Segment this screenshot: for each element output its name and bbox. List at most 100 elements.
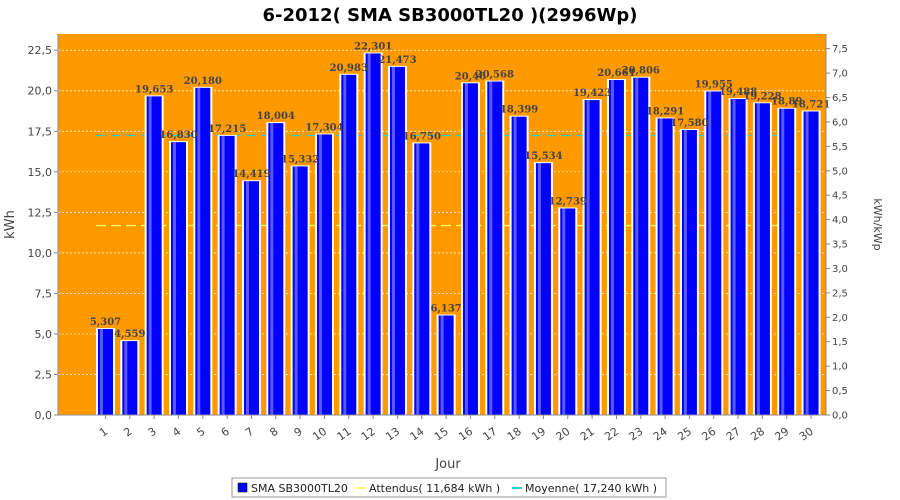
bar-highlight <box>148 96 152 415</box>
y-right-tick-label: 3,0 <box>832 264 848 275</box>
y-right-tick-label: 0,5 <box>832 386 848 397</box>
bar-highlight <box>270 123 274 416</box>
bar <box>243 181 259 415</box>
bar <box>438 315 454 415</box>
bar-highlight <box>659 118 663 415</box>
value-label: 20,983 <box>330 63 368 74</box>
y-right-tick-label: 5,5 <box>832 142 848 153</box>
x-tick-label: 20 <box>554 425 573 444</box>
bar-highlight <box>732 99 736 415</box>
bar-highlight <box>586 100 590 415</box>
bar <box>560 208 576 415</box>
bar-highlight <box>343 74 347 416</box>
x-tick-label: 24 <box>651 425 670 444</box>
x-tick-label: 13 <box>383 425 402 444</box>
value-label: 18,89 <box>771 97 802 108</box>
y-right-tick-label: 1,0 <box>832 362 848 373</box>
bar <box>706 91 722 416</box>
bar <box>122 341 138 415</box>
bar-highlight <box>781 108 785 416</box>
bar <box>195 87 211 415</box>
x-tick-label: 12 <box>359 425 378 444</box>
x-axis-label: Jour <box>434 457 461 472</box>
x-tick-label: 10 <box>310 425 329 444</box>
bar <box>268 123 284 416</box>
bar <box>170 142 186 415</box>
value-label: 16,830 <box>159 130 197 141</box>
legend-label-bars: SMA SB3000TL20 <box>251 482 348 495</box>
bar-highlight <box>489 81 493 415</box>
bar-highlight <box>124 341 128 415</box>
bar-highlight <box>197 87 201 415</box>
y-tick-label: 2,5 <box>35 368 53 381</box>
x-tick-label: 28 <box>748 425 767 444</box>
value-label: 17,215 <box>208 124 246 135</box>
x-tick-label: 8 <box>267 425 280 440</box>
y-tick-label: 12,5 <box>28 206 53 219</box>
value-label: 17,304 <box>305 122 343 133</box>
x-tick-label: 16 <box>456 425 475 444</box>
bar <box>681 129 697 416</box>
bar <box>803 111 819 416</box>
value-label: 21,473 <box>378 55 416 66</box>
x-tick-label: 15 <box>432 425 451 444</box>
x-tick-label: 3 <box>146 425 159 440</box>
value-label: 18,291 <box>646 106 684 117</box>
bar <box>535 163 551 415</box>
y-tick-label: 15,0 <box>28 166 53 179</box>
x-tick-label: 11 <box>335 425 354 444</box>
bar-highlight <box>464 83 468 416</box>
bar <box>292 166 308 415</box>
bar <box>608 80 624 415</box>
x-tick-label: 6 <box>219 425 232 440</box>
bar-highlight <box>391 66 395 415</box>
bar-highlight <box>294 166 298 415</box>
value-label: 16,750 <box>403 131 441 142</box>
y-right-tick-label: 6,0 <box>832 117 848 128</box>
bar <box>389 66 405 415</box>
value-label: 20,180 <box>184 76 222 87</box>
bar-highlight <box>367 53 371 415</box>
y-axis-right: 0,0 0,5 1,0 1,5 2,0 2,5 3,0 3,5 4,0 4,5 5,0 5,5 6,0 6… <box>825 34 848 422</box>
bars <box>96 52 821 416</box>
value-label: 19,653 <box>135 84 173 95</box>
y-tick-label: 17,5 <box>28 125 53 138</box>
x-tick-label: 2 <box>121 425 134 440</box>
bar-highlight <box>708 91 712 416</box>
y-right-tick-label: 1,5 <box>832 337 848 348</box>
y-right-tick-label: 7,5 <box>832 44 848 55</box>
y-right-tick-label: 0,0 <box>832 411 848 422</box>
value-label: 17,580 <box>670 118 708 129</box>
bar <box>487 81 503 415</box>
value-label: 18,004 <box>257 111 295 122</box>
y-right-tick-label: 2,0 <box>832 313 848 324</box>
y-tick-label: 20,0 <box>28 85 53 98</box>
bar-highlight <box>172 142 176 415</box>
value-label: 18,399 <box>500 105 538 116</box>
x-tick-label: 1 <box>97 425 110 440</box>
bar-highlight <box>683 129 687 416</box>
bar <box>146 96 162 415</box>
bar-highlight <box>537 163 541 415</box>
x-tick-label: 9 <box>292 425 305 440</box>
bar <box>414 143 430 416</box>
y-right-tick-label: 7,0 <box>832 69 848 80</box>
x-tick-label: 7 <box>243 425 256 440</box>
x-tick-label: 14 <box>408 425 427 444</box>
x-tick-label: 5 <box>194 425 207 440</box>
bar <box>219 135 235 416</box>
x-tick-label: 25 <box>675 425 694 444</box>
bar-highlight <box>562 208 566 415</box>
value-label: 20,46 <box>455 71 486 82</box>
value-label: 19,488 <box>719 87 757 98</box>
x-tick-label: 17 <box>481 425 500 444</box>
bar <box>730 99 746 415</box>
y-right-tick-label: 4,0 <box>832 215 848 226</box>
legend-swatch-bars <box>237 482 248 493</box>
bar <box>657 118 673 415</box>
bar-highlight <box>440 315 444 415</box>
value-label: 19,955 <box>695 79 733 90</box>
y-right-tick-label: 6,5 <box>832 93 848 104</box>
